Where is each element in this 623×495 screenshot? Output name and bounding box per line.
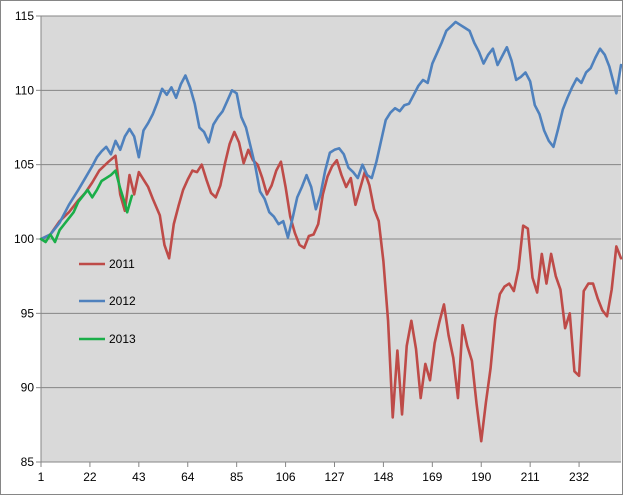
legend-label-2013: 2013 [109, 332, 136, 346]
x-tick-label: 1 [38, 470, 45, 484]
x-tick-label: 22 [83, 470, 97, 484]
legend: 2011 2012 2013 [79, 257, 136, 346]
x-tick-label: 190 [471, 470, 491, 484]
series-line-2012 [39, 20, 623, 241]
y-tick-label: 95 [21, 306, 35, 320]
x-tick-label: 148 [373, 470, 393, 484]
y-tick-label: 105 [14, 158, 34, 172]
x-tick-label: 64 [181, 470, 195, 484]
x-tick-label: 43 [132, 470, 146, 484]
y-tick-label: 100 [14, 232, 34, 246]
x-tick-label: 169 [422, 470, 442, 484]
x-tick-label: 211 [521, 470, 540, 484]
x-tick-label: 127 [324, 470, 344, 484]
y-tick-label: 110 [15, 83, 34, 97]
y-tick-label: 90 [21, 381, 35, 395]
gridlines [41, 15, 621, 389]
y-tick-label: 85 [21, 455, 35, 469]
x-tick-label: 106 [276, 470, 296, 484]
x-tick-label: 85 [230, 470, 244, 484]
x-tick-label: 232 [569, 470, 589, 484]
legend-label-2011: 2011 [109, 257, 135, 271]
series-line-2011 [39, 130, 623, 443]
y-tick-label: 115 [15, 9, 34, 23]
y-axis-tick-labels: 85 90 95 100 105 110 115 [14, 9, 41, 469]
series-lines [39, 20, 623, 443]
series-line-2013 [39, 169, 134, 244]
legend-label-2012: 2012 [109, 294, 136, 308]
x-axis-tick-labels: 1 22 43 64 85 106 127 148 169 190 211 232 [38, 462, 589, 484]
